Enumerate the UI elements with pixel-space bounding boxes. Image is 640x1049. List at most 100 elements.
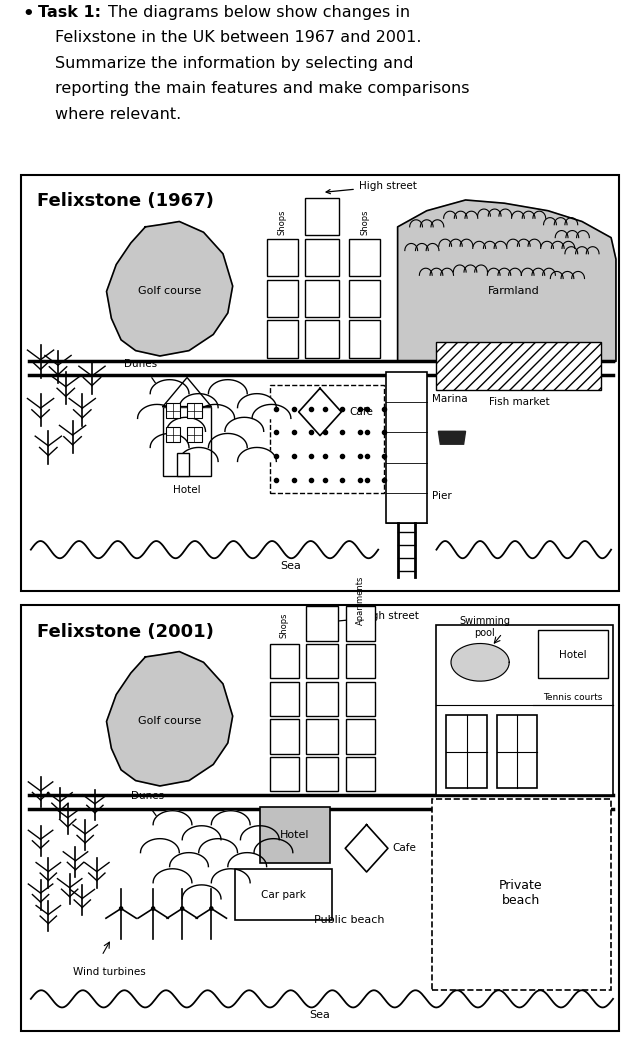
- Bar: [307, 757, 339, 791]
- Text: Car park: Car park: [260, 890, 305, 900]
- Polygon shape: [106, 221, 233, 356]
- Bar: [166, 427, 180, 442]
- Text: Marina: Marina: [431, 394, 467, 404]
- Bar: [269, 720, 299, 753]
- Bar: [305, 280, 339, 317]
- Text: Shops: Shops: [360, 210, 369, 235]
- Polygon shape: [163, 378, 211, 407]
- Text: Summarize the information by selecting and: Summarize the information by selecting a…: [55, 56, 413, 71]
- Text: Felixstone (2001): Felixstone (2001): [36, 622, 214, 641]
- Polygon shape: [182, 826, 221, 839]
- Polygon shape: [153, 869, 192, 883]
- Bar: [267, 280, 298, 317]
- Polygon shape: [397, 200, 616, 361]
- Bar: [267, 239, 298, 276]
- Text: Pier: Pier: [431, 491, 451, 500]
- Text: Shops: Shops: [278, 210, 287, 235]
- Text: High street: High street: [326, 612, 419, 624]
- Text: •: •: [22, 5, 34, 23]
- Polygon shape: [209, 380, 247, 393]
- Polygon shape: [198, 838, 237, 853]
- Bar: [163, 407, 211, 476]
- Ellipse shape: [451, 643, 509, 681]
- Bar: [187, 403, 202, 419]
- Polygon shape: [211, 811, 250, 825]
- Text: Hotel: Hotel: [559, 649, 587, 660]
- Text: Private
beach: Private beach: [499, 879, 543, 907]
- Bar: [538, 630, 608, 679]
- Bar: [305, 239, 339, 276]
- Text: Dunes: Dunes: [131, 791, 164, 801]
- Bar: [305, 321, 339, 358]
- Bar: [269, 757, 299, 791]
- Circle shape: [120, 906, 123, 911]
- Text: Dunes: Dunes: [124, 359, 157, 369]
- Polygon shape: [228, 853, 267, 866]
- Bar: [166, 403, 180, 419]
- Polygon shape: [166, 418, 205, 431]
- Bar: [269, 682, 299, 716]
- Bar: [346, 682, 375, 716]
- Text: Swimming
pool: Swimming pool: [460, 616, 511, 638]
- Polygon shape: [225, 418, 264, 431]
- Polygon shape: [153, 811, 192, 825]
- Text: High street: High street: [326, 181, 417, 194]
- Bar: [346, 720, 375, 753]
- Text: Apartments: Apartments: [356, 575, 365, 625]
- Bar: [177, 453, 189, 476]
- Polygon shape: [254, 838, 293, 853]
- Bar: [269, 644, 299, 679]
- Text: Farmland: Farmland: [488, 286, 540, 297]
- Polygon shape: [299, 388, 341, 435]
- Bar: [307, 606, 339, 641]
- Polygon shape: [237, 393, 276, 408]
- Bar: [349, 321, 380, 358]
- Bar: [497, 715, 538, 788]
- Text: Shops: Shops: [280, 612, 289, 638]
- Polygon shape: [150, 380, 189, 393]
- Text: The diagrams below show changes in: The diagrams below show changes in: [108, 5, 410, 20]
- Bar: [307, 682, 339, 716]
- Polygon shape: [141, 838, 179, 853]
- Bar: [307, 720, 339, 753]
- Bar: [235, 869, 332, 920]
- Bar: [349, 280, 380, 317]
- Bar: [187, 427, 202, 442]
- Text: Cafe: Cafe: [349, 407, 373, 416]
- Text: reporting the main features and make comparisons: reporting the main features and make com…: [55, 82, 470, 97]
- Bar: [269, 385, 384, 493]
- Text: Hotel: Hotel: [173, 485, 201, 495]
- Text: Fish market: Fish market: [488, 397, 549, 407]
- Polygon shape: [182, 885, 221, 899]
- Bar: [346, 757, 375, 791]
- Text: Felixstone in the UK between 1967 and 2001.: Felixstone in the UK between 1967 and 20…: [55, 30, 422, 45]
- Bar: [436, 342, 602, 390]
- Polygon shape: [209, 433, 247, 448]
- Bar: [431, 799, 611, 990]
- Text: Golf course: Golf course: [138, 716, 201, 727]
- Bar: [267, 321, 298, 358]
- Polygon shape: [138, 405, 177, 419]
- Polygon shape: [170, 853, 209, 866]
- Polygon shape: [211, 869, 250, 883]
- Bar: [446, 715, 487, 788]
- Circle shape: [152, 906, 155, 911]
- Polygon shape: [179, 393, 218, 408]
- Polygon shape: [179, 448, 218, 462]
- Bar: [349, 239, 380, 276]
- Text: Sea: Sea: [280, 561, 301, 571]
- Polygon shape: [237, 448, 276, 462]
- Text: Cafe: Cafe: [393, 843, 417, 853]
- Polygon shape: [150, 433, 189, 448]
- Bar: [386, 372, 427, 522]
- Text: Sea: Sea: [310, 1010, 330, 1021]
- Text: where relevant.: where relevant.: [55, 107, 181, 122]
- Polygon shape: [438, 431, 465, 444]
- Text: Hotel: Hotel: [280, 831, 310, 840]
- Circle shape: [180, 906, 184, 911]
- Polygon shape: [196, 405, 235, 419]
- Bar: [346, 644, 375, 679]
- Bar: [346, 606, 375, 641]
- Polygon shape: [345, 825, 388, 872]
- Text: Wind turbines: Wind turbines: [72, 966, 145, 977]
